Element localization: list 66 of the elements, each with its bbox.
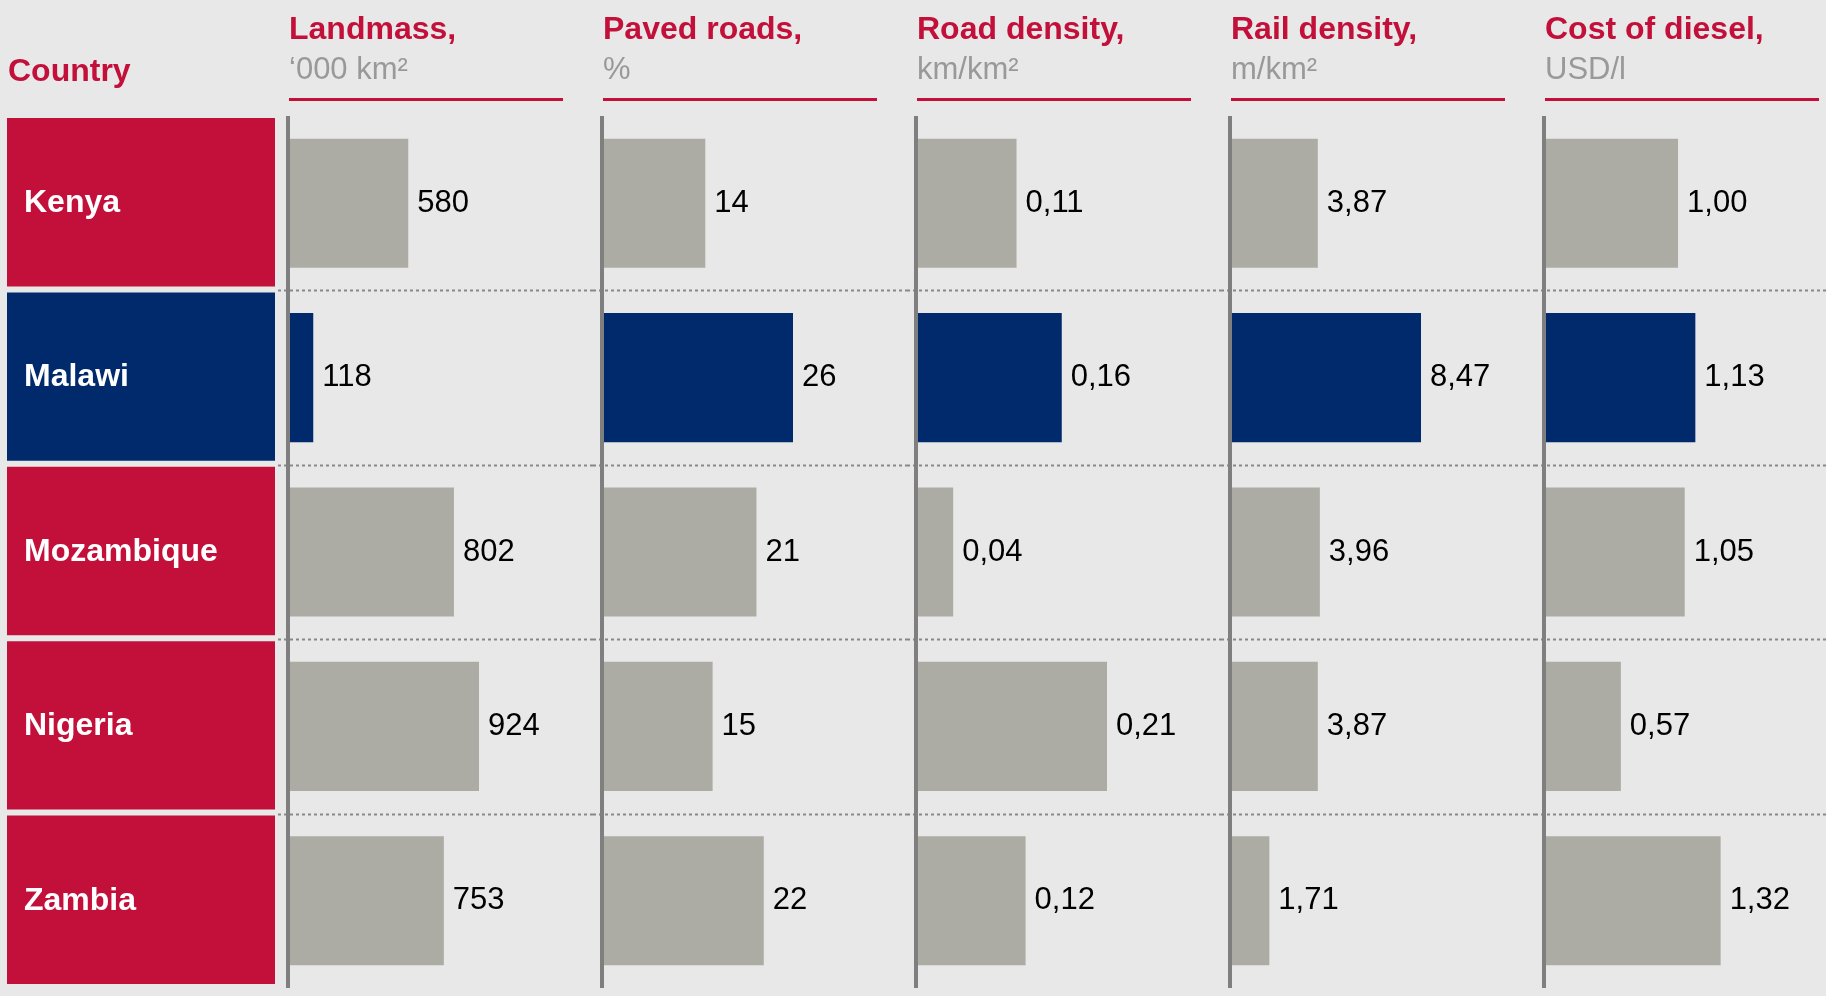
data-label: 1,05	[1693, 532, 1755, 568]
bar	[917, 487, 954, 617]
y-tick-label: Malawi	[24, 357, 129, 394]
bar	[917, 138, 1017, 268]
data-label: 1,13	[1704, 358, 1765, 394]
bar	[1231, 661, 1318, 791]
data-label: 3,96	[1328, 532, 1390, 568]
data-label: 1,00	[1687, 183, 1748, 219]
data-label: 15	[721, 706, 757, 742]
chart-title: Landmass,	[289, 9, 458, 48]
data-label: 753	[452, 881, 505, 917]
data-label: 802	[462, 532, 515, 568]
bar	[603, 487, 757, 617]
y-tick-label: Nigeria	[24, 706, 133, 743]
bar	[1545, 661, 1621, 791]
data-label: 22	[772, 881, 808, 917]
bar	[917, 313, 1062, 443]
bar	[1545, 487, 1685, 617]
bar	[1545, 313, 1696, 443]
bar	[1231, 138, 1318, 268]
chart-subtitle: ‘000 km²	[289, 50, 409, 88]
data-label: 924	[488, 706, 540, 742]
data-label: 26	[802, 358, 837, 394]
bar	[603, 313, 793, 443]
bar	[289, 661, 479, 791]
data-label: 0,12	[1034, 881, 1095, 917]
data-label: 580	[417, 183, 469, 219]
bar	[917, 661, 1107, 791]
y-tick-label: Mozambique	[24, 531, 218, 568]
chart-title: Paved roads,	[603, 9, 804, 48]
bar	[1231, 487, 1320, 617]
bar	[1545, 138, 1679, 268]
bar	[289, 313, 314, 443]
data-label: 14	[714, 183, 749, 219]
data-label: 0,16	[1070, 358, 1132, 394]
bar	[289, 487, 454, 617]
bar	[1231, 313, 1421, 443]
y-tick-label: Zambia	[24, 880, 137, 917]
bar	[603, 661, 713, 791]
y-axis-title: Country	[8, 52, 131, 89]
chart-subtitle: m/km²	[1231, 50, 1319, 88]
chart-subtitle: %	[603, 50, 632, 88]
chart-subtitle: km/km²	[917, 50, 1020, 88]
chart-title: Rail density,	[1231, 9, 1419, 48]
data-label: 21	[765, 532, 800, 568]
chart-subtitle: USD/l	[1545, 50, 1627, 88]
data-label: 0,57	[1629, 706, 1691, 742]
data-label: 0,21	[1116, 706, 1177, 742]
data-label: 8,47	[1430, 358, 1491, 394]
y-tick-label: Kenya	[24, 183, 121, 220]
bar	[603, 138, 706, 268]
data-label: 118	[322, 358, 372, 394]
bar	[917, 836, 1026, 966]
bar	[1231, 836, 1270, 966]
data-label: 1,32	[1729, 881, 1790, 917]
bar	[289, 138, 409, 268]
chart-title: Cost of diesel,	[1545, 9, 1765, 48]
bar	[289, 836, 444, 966]
data-label: 3,87	[1326, 706, 1388, 742]
data-label: 0,04	[962, 532, 1023, 568]
chart-title: Road density,	[917, 9, 1126, 48]
bar	[1545, 836, 1721, 966]
data-label: 1,71	[1278, 881, 1339, 917]
data-label: 0,11	[1025, 183, 1084, 219]
bar	[603, 836, 764, 966]
data-label: 3,87	[1326, 183, 1388, 219]
